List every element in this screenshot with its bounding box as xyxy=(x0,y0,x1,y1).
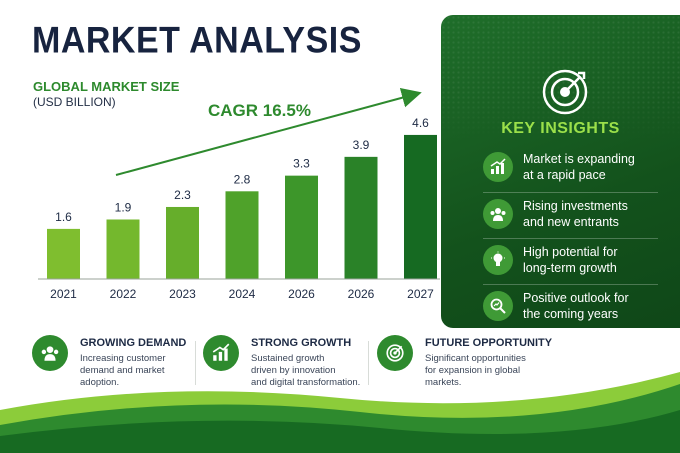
bar-2024 xyxy=(225,191,259,279)
x-tick-label: 2024 xyxy=(229,287,256,301)
feature-desc: for expansion in global xyxy=(425,365,521,376)
page-title: MARKET ANALYSIS xyxy=(32,20,362,62)
bar-2026 xyxy=(285,175,318,279)
feature-growing-demand: GROWING DEMAND Increasing customer demand… xyxy=(32,331,200,389)
data-label: 4.6 xyxy=(412,116,429,130)
x-tick-label: 2026 xyxy=(288,287,315,301)
divider xyxy=(483,284,658,285)
separator xyxy=(368,341,369,385)
people-group-icon xyxy=(32,335,68,371)
insight-item: Rising investments and new entrants xyxy=(483,198,658,230)
x-tick-label: 2027 xyxy=(407,287,434,301)
cagr-label: CAGR 16.5% xyxy=(208,101,311,120)
insight-text: Market is expanding xyxy=(523,152,635,166)
data-label: 1.6 xyxy=(55,210,72,224)
data-label: 2.8 xyxy=(234,172,251,186)
data-label: 3.9 xyxy=(353,138,370,152)
feature-desc: markets. xyxy=(425,377,462,388)
magnifier-growth-icon xyxy=(483,291,513,321)
insight-text: the coming years xyxy=(523,307,619,321)
chart-subtitle: GLOBAL MARKET SIZE xyxy=(33,79,180,94)
bar-2022 xyxy=(106,219,140,279)
data-label: 1.9 xyxy=(115,200,132,214)
feature-title: STRONG GROWTH xyxy=(251,337,352,349)
data-label: 2.3 xyxy=(174,188,191,202)
insight-text: Rising investments xyxy=(523,199,628,213)
feature-title: GROWING DEMAND xyxy=(80,337,187,349)
cagr-arrow xyxy=(115,87,422,176)
target-icon xyxy=(542,69,588,115)
separator xyxy=(195,341,196,385)
feature-title: FUTURE OPPORTUNITY xyxy=(425,337,553,349)
x-tick-label: 2022 xyxy=(110,287,137,301)
feature-desc: Increasing customer xyxy=(80,353,166,364)
key-insights-panel: KEY INSIGHTS Market is expanding at a rap… xyxy=(441,15,680,328)
divider xyxy=(483,192,658,193)
x-tick-label: 2026 xyxy=(348,287,375,301)
bar-2023 xyxy=(166,206,199,279)
chart-unit: (USD BILLION) xyxy=(33,95,116,109)
insight-text: Positive outlook for xyxy=(523,291,629,305)
feature-desc: driven by innovation xyxy=(251,365,336,376)
market-size-bar-chart: CAGR 16.5% 1.6 2021 1.9 2022 2.3 2023 2.8 2024 3… xyxy=(38,87,440,301)
bar-2026 xyxy=(344,156,378,279)
feature-future-opportunity: FUTURE OPPORTUNITY Significant opportuni… xyxy=(377,331,555,389)
insight-text: High potential for xyxy=(523,245,618,259)
x-tick-label: 2023 xyxy=(169,287,196,301)
insight-item: Market is expanding at a rapid pace xyxy=(483,151,658,183)
insight-text: long-term growth xyxy=(523,261,617,275)
people-group-icon xyxy=(483,199,513,229)
insight-item: Positive outlook for the coming years xyxy=(483,290,658,322)
divider xyxy=(483,238,658,239)
growth-chart-icon xyxy=(483,152,513,182)
key-insights-title: KEY INSIGHTS xyxy=(501,120,620,137)
insight-text: and new entrants xyxy=(523,215,619,229)
lightbulb-icon xyxy=(483,245,513,275)
x-tick-label: 2021 xyxy=(50,287,77,301)
insight-item: High potential for long-term growth xyxy=(483,244,658,276)
growth-chart-icon xyxy=(203,335,239,371)
feature-desc: adoption. xyxy=(80,377,120,388)
data-label: 3.3 xyxy=(293,157,310,171)
target-icon xyxy=(377,335,413,371)
insight-text: at a rapid pace xyxy=(523,168,606,182)
feature-strong-growth: STRONG GROWTH Sustained growth driven by … xyxy=(203,331,381,389)
feature-desc: demand and market xyxy=(80,365,165,376)
feature-strip: GROWING DEMAND Increasing customer demand… xyxy=(18,331,558,389)
bar-2027 xyxy=(404,134,437,279)
feature-desc: Sustained growth xyxy=(251,353,325,364)
feature-desc: and digital transformation. xyxy=(251,377,361,388)
world-map-texture xyxy=(441,15,680,328)
decorative-wave xyxy=(0,372,680,453)
feature-desc: Significant opportunities xyxy=(425,353,526,364)
bar-2021 xyxy=(47,228,80,279)
